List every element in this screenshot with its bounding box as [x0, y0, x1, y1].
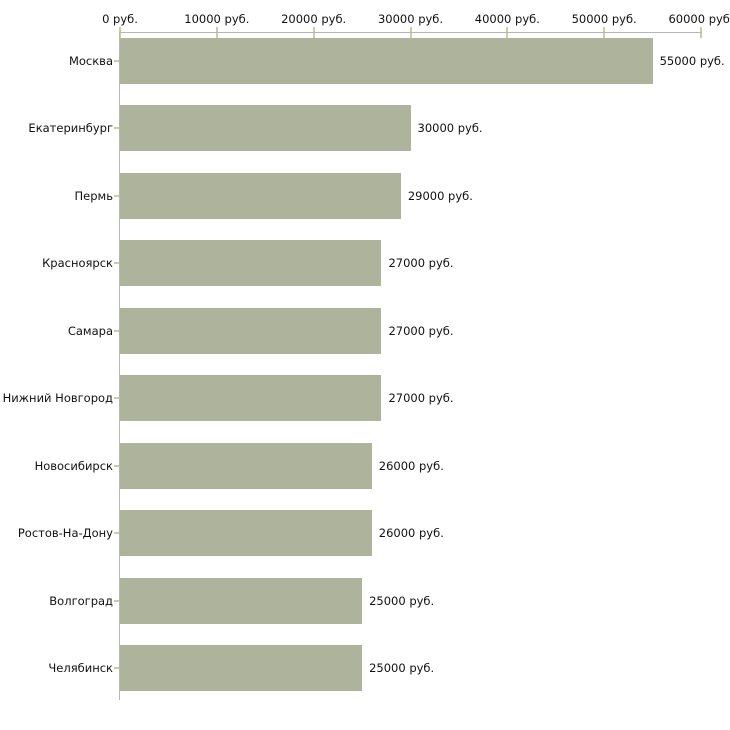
y-axis-tick-mark	[114, 599, 119, 602]
x-axis-tick-label: 50000 руб.	[571, 12, 637, 26]
value-label: 55000 руб.	[659, 53, 725, 68]
y-axis-tick-mark	[114, 464, 119, 467]
y-axis-tick-mark	[114, 194, 119, 197]
category-label: Нижний Новгород	[2, 391, 113, 405]
category-label: Волгоград	[49, 593, 113, 608]
bar	[120, 375, 382, 421]
y-axis-tick-mark	[114, 397, 119, 399]
category-label: Екатеринбург	[28, 121, 113, 135]
x-axis-tick-label: 40000 руб.	[474, 12, 540, 26]
bar	[120, 510, 372, 556]
y-axis-tick-mark	[114, 667, 119, 669]
value-label: 27000 руб.	[388, 391, 454, 405]
bar	[120, 37, 653, 84]
value-label: 26000 руб.	[378, 526, 444, 540]
x-axis-tick-label: 0 руб.	[102, 12, 138, 26]
bar	[120, 307, 382, 354]
value-label: 25000 руб.	[369, 593, 435, 608]
category-label: Пермь	[74, 188, 113, 203]
x-axis-tick-label: 30000 руб.	[377, 12, 444, 26]
category-label: Красноярск	[42, 256, 113, 270]
value-label: 25000 руб.	[369, 661, 435, 675]
y-axis-tick-mark	[114, 262, 119, 264]
value-label: 27000 руб.	[388, 256, 454, 270]
x-axis-tick-label: 10000 руб.	[184, 12, 250, 26]
bar	[120, 240, 382, 286]
bar	[120, 105, 411, 151]
value-label: 29000 руб.	[407, 188, 473, 203]
category-label: Ростов-На-Дону	[17, 526, 113, 540]
category-label: Москва	[68, 53, 113, 68]
bar	[120, 172, 401, 219]
category-label: Челябинск	[48, 661, 113, 675]
value-label: 27000 руб.	[388, 323, 454, 338]
category-label: Новосибирск	[34, 458, 113, 473]
value-label: 30000 руб.	[417, 121, 483, 135]
y-axis-tick-mark	[114, 59, 119, 62]
bar	[120, 577, 363, 624]
y-axis-tick-mark	[114, 329, 119, 332]
y-axis-line	[119, 32, 120, 700]
bar	[120, 645, 363, 691]
x-axis-tick-label: 20000 руб.	[281, 12, 347, 26]
x-axis-line	[120, 32, 702, 33]
y-axis-tick-mark	[114, 127, 119, 129]
category-label: Самара	[67, 323, 113, 338]
y-axis-tick-mark	[114, 532, 119, 534]
x-axis-tick-label: 60000 руб.	[668, 12, 730, 26]
bar	[120, 442, 372, 489]
value-label: 26000 руб.	[378, 458, 444, 473]
